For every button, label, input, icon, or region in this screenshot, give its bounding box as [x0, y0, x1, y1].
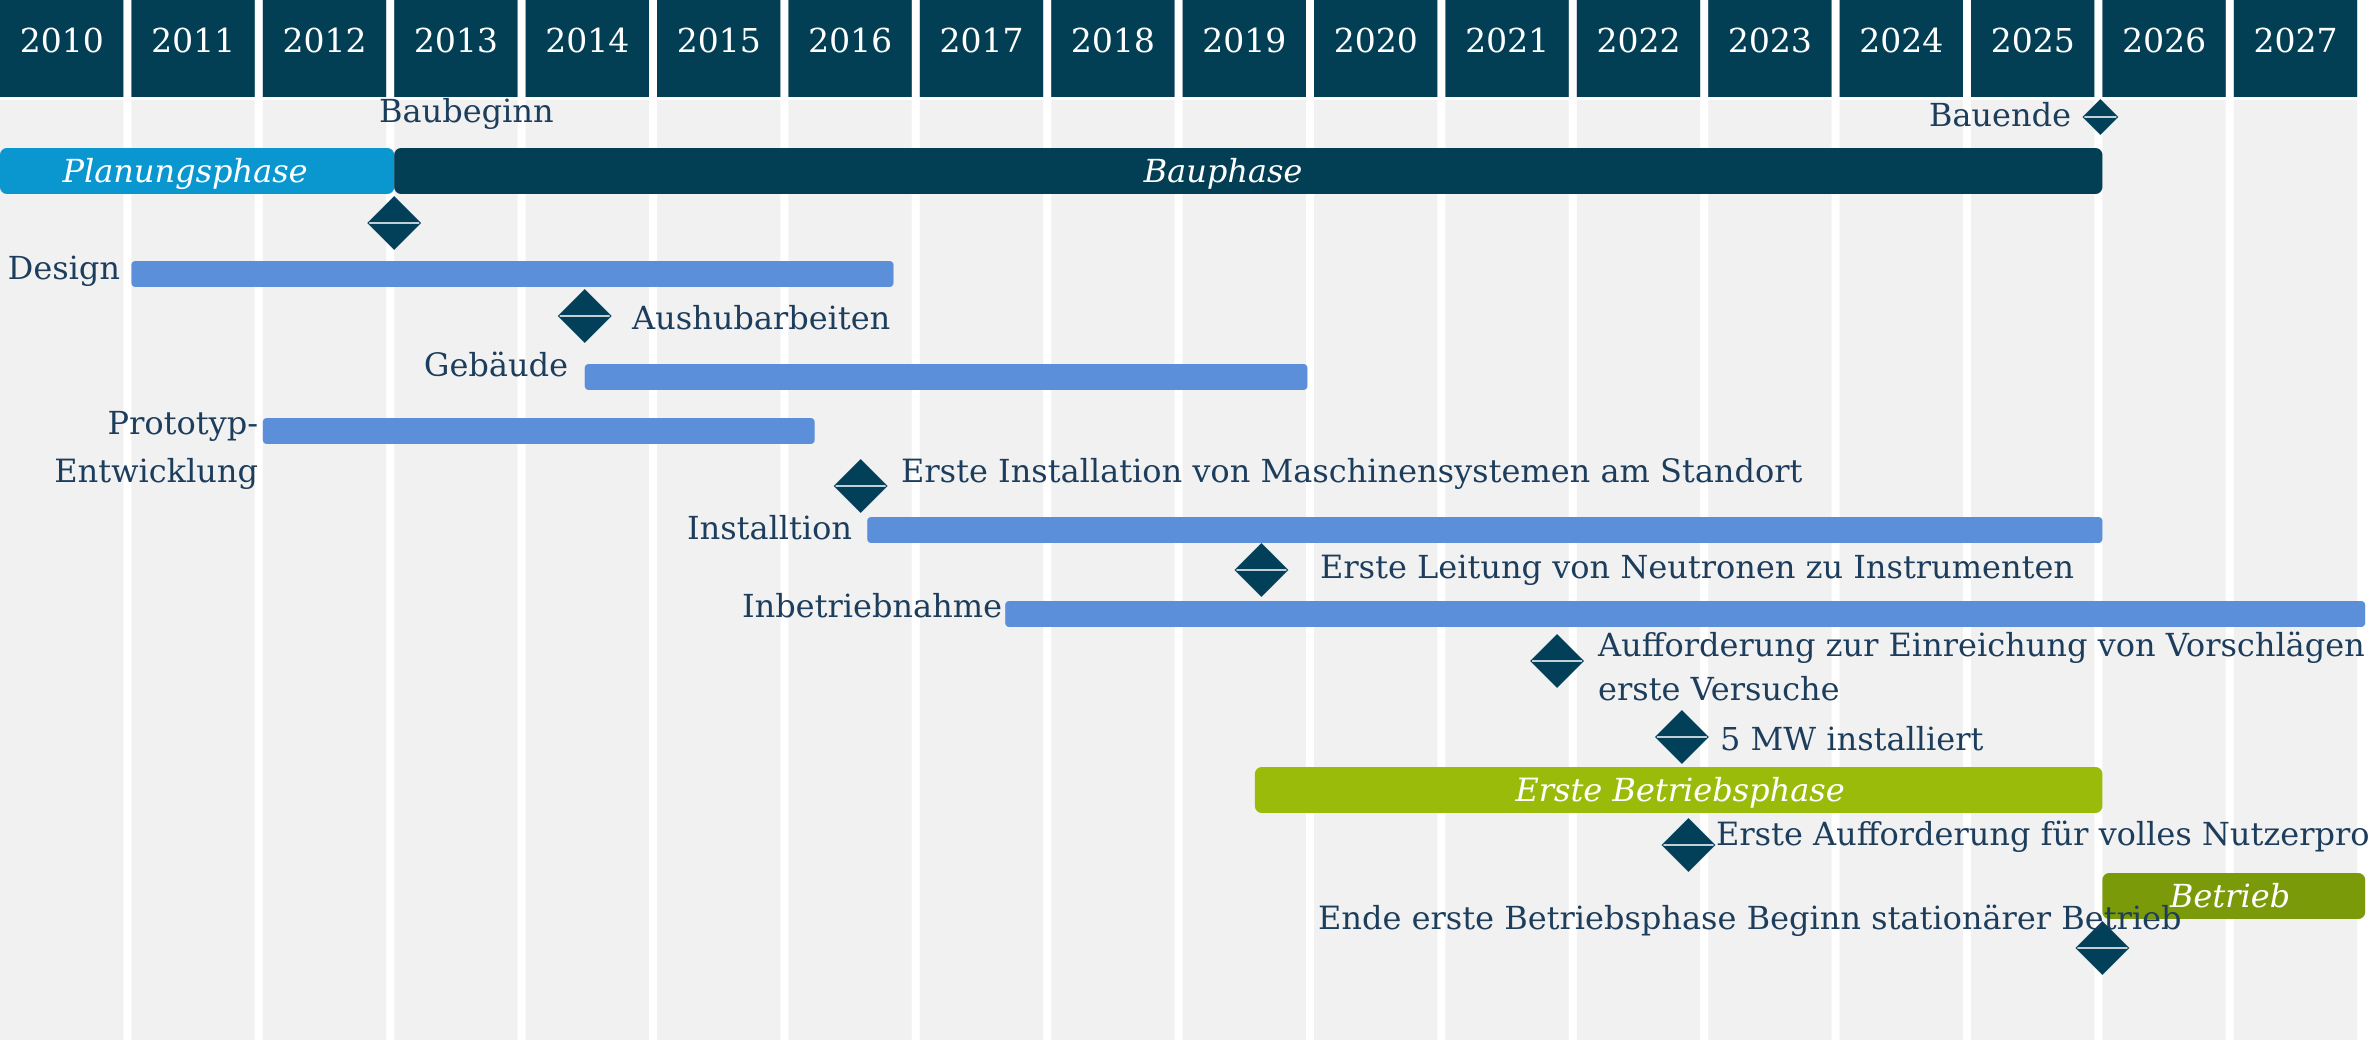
milestone-label-bauende: Bauende [1929, 96, 2071, 134]
phase-bar-betrieb [2102, 873, 2366, 919]
phase-bar-planungsphase [0, 148, 395, 194]
milestones [367, 99, 2130, 975]
milestone-label-5mw: 5 MW installiert [1720, 720, 1984, 758]
year-label-2018: 2018 [1071, 21, 1155, 60]
phase-label-betrieb: Betrieb [2169, 877, 2290, 915]
year-header-cell-2011 [131, 0, 255, 97]
year-label-2011: 2011 [151, 21, 235, 60]
task-label-gebaeude: Gebäude [424, 346, 568, 384]
year-column-2020 [1314, 100, 1438, 1040]
milestone-label-baubeginn: Baubeginn [379, 92, 554, 130]
year-header-cell-2017 [919, 0, 1044, 97]
year-label-2014: 2014 [545, 21, 629, 60]
year-header-cell-2013 [394, 0, 518, 97]
year-column-2017 [919, 100, 1044, 1040]
year-column-2016 [788, 100, 912, 1040]
year-label-2016: 2016 [808, 21, 892, 60]
year-column-2012 [262, 100, 387, 1040]
chart-labels: Design Gebäude Prototyp- Entwicklung Install… [8, 92, 2370, 937]
year-header-cell-2026 [2102, 0, 2226, 97]
year-label-2019: 2019 [1202, 21, 1286, 60]
year-header-cell-2010 [0, 0, 124, 97]
year-header-cell-2015 [657, 0, 781, 97]
year-header: 2010 2011 2012 2013 2014 2015 2016 2017 2018 2019… [0, 0, 2358, 97]
milestone-label-aufforderung-line2: erste Versuche [1598, 670, 1840, 708]
year-header-cell-2023 [1708, 0, 1832, 97]
task-label-prototyp-line2: Entwicklung [54, 452, 258, 490]
milestone-label-ende-erste-betriebsphase: Ende erste Betriebsphase Beginn stationä… [1318, 899, 2182, 937]
year-header-cell-2016 [788, 0, 912, 97]
year-column-2022 [1576, 100, 1701, 1040]
year-column-2015 [657, 100, 781, 1040]
year-header-cell-2019 [1182, 0, 1306, 97]
year-column-2014 [525, 100, 649, 1040]
task-label-inbetriebnahme: Inbetriebnahme [742, 587, 1002, 625]
year-label-2027: 2027 [2254, 21, 2338, 60]
year-column-2025 [1971, 100, 2095, 1040]
year-columns [0, 100, 2358, 1040]
task-bar-installtion [867, 517, 2103, 543]
milestone-label-aufforderung-line1: Aufforderung zur Einreichung von Vorschl… [1597, 626, 2370, 664]
year-header-cell-2018 [1051, 0, 1175, 97]
task-bar-gebaeude [584, 364, 1308, 390]
task-bar-prototyp [262, 418, 815, 444]
task-label-prototyp-line1: Prototyp- [108, 404, 258, 442]
task-bars [131, 261, 2366, 627]
milestone-label-nutzerprogramm: Erste Aufforderung für volles Nutzerprog… [1716, 815, 2370, 853]
year-header-cell-2024 [1839, 0, 1963, 97]
year-label-2017: 2017 [940, 21, 1024, 60]
year-label-2022: 2022 [1597, 21, 1681, 60]
year-header-cell-2020 [1314, 0, 1438, 97]
milestone-label-erste-leitung: Erste Leitung von Neutronen zu Instrumen… [1320, 548, 2074, 586]
year-label-2012: 2012 [283, 21, 367, 60]
year-header-cell-2022 [1576, 0, 1701, 97]
phase-bar-erste-betriebsphase [1254, 767, 2103, 813]
milestone-label-erste-installation: Erste Installation von Maschinensystemen… [901, 452, 1803, 490]
year-column-2013 [394, 100, 518, 1040]
phase-label-erste-betriebsphase: Erste Betriebsphase [1514, 771, 1844, 809]
year-header-cell-2021 [1445, 0, 1569, 97]
phase-bar-bauphase [394, 148, 2103, 194]
year-label-2021: 2021 [1465, 21, 1549, 60]
phase-bars: Planungsphase Bauphase Erste Betriebsphase… [0, 148, 2366, 919]
year-label-2024: 2024 [1859, 21, 1943, 60]
year-column-2024 [1839, 100, 1963, 1040]
year-label-2023: 2023 [1728, 21, 1812, 60]
year-header-cell-2025 [1971, 0, 2095, 97]
year-label-2010: 2010 [20, 21, 104, 60]
year-header-cell-2027 [2233, 0, 2358, 97]
year-column-2011 [131, 100, 255, 1040]
year-label-2013: 2013 [414, 21, 498, 60]
year-header-cell-2014 [525, 0, 649, 97]
year-label-2020: 2020 [1334, 21, 1418, 60]
year-column-2018 [1051, 100, 1175, 1040]
year-column-2023 [1708, 100, 1832, 1040]
year-label-2026: 2026 [2122, 21, 2206, 60]
task-label-design: Design [8, 249, 120, 287]
task-bar-inbetriebnahme [1005, 601, 2366, 627]
phase-label-bauphase: Bauphase [1143, 152, 1303, 190]
task-label-installtion: Installtion [687, 509, 852, 547]
milestone-label-aushubarbeiten: Aushubarbeiten [631, 299, 890, 337]
year-header-cell-2012 [262, 0, 387, 97]
year-label-2025: 2025 [1991, 21, 2075, 60]
task-bar-design [131, 261, 894, 287]
year-column-2010 [0, 100, 124, 1040]
year-column-2021 [1445, 100, 1569, 1040]
year-label-2015: 2015 [677, 21, 761, 60]
phase-label-planungsphase: Planungsphase [61, 152, 307, 190]
